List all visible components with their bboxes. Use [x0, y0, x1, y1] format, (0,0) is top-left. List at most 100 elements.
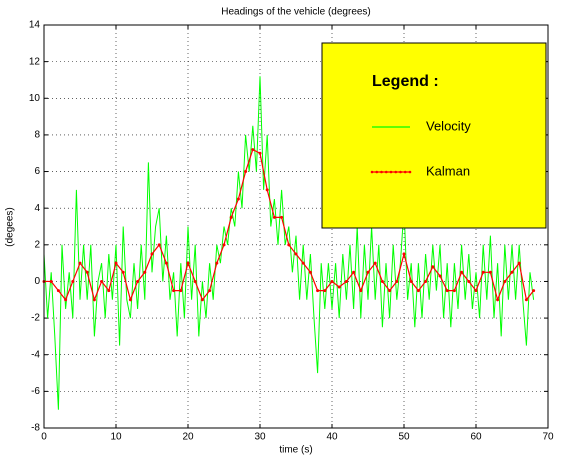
x-tick-label: 20 [182, 432, 194, 443]
marker [280, 215, 284, 219]
marker [431, 265, 435, 269]
marker [136, 279, 140, 283]
marker [71, 279, 75, 283]
marker [445, 289, 449, 293]
marker [92, 298, 96, 302]
marker [359, 289, 363, 293]
y-tick-label: 10 [29, 93, 41, 104]
marker [366, 270, 370, 274]
legend-marker [375, 170, 379, 174]
y-tick-label: 12 [29, 56, 41, 67]
y-tick-label: 6 [34, 166, 40, 177]
marker [107, 289, 111, 293]
legend-marker [394, 170, 398, 174]
legend-label: Velocity [426, 118, 471, 133]
y-tick-label: -4 [31, 349, 40, 360]
marker [179, 289, 183, 293]
marker [164, 261, 168, 265]
marker [85, 270, 89, 274]
x-tick-label: 0 [41, 432, 47, 443]
marker [388, 289, 392, 293]
legend-marker [408, 170, 412, 174]
x-tick-label: 60 [470, 432, 482, 443]
x-tick-label: 10 [110, 432, 122, 443]
marker [438, 274, 442, 278]
legend-marker [399, 170, 402, 174]
marker [301, 261, 305, 265]
marker [78, 261, 82, 265]
marker [532, 289, 536, 293]
marker [244, 170, 248, 174]
marker [524, 298, 528, 302]
y-tick-label: -8 [31, 423, 40, 434]
marker [344, 279, 348, 283]
marker [272, 215, 276, 219]
legend-marker [389, 170, 393, 174]
marker [467, 279, 471, 283]
marker [424, 279, 428, 283]
marker [172, 289, 176, 293]
marker [287, 243, 291, 247]
y-tick-label: 8 [34, 130, 40, 141]
marker [128, 298, 132, 302]
marker [208, 289, 212, 293]
marker [193, 279, 197, 283]
marker [229, 215, 233, 219]
marker [222, 243, 226, 247]
legend-label: Kalman [426, 163, 470, 178]
marker [121, 270, 125, 274]
x-axis-label: time (s) [279, 445, 312, 456]
marker [460, 270, 464, 274]
x-tick-label: 30 [254, 432, 266, 443]
marker [316, 289, 320, 293]
y-tick-label: -2 [31, 313, 40, 324]
marker [100, 279, 104, 283]
y-tick-label: 0 [34, 276, 40, 287]
marker [416, 289, 420, 293]
marker [157, 243, 161, 247]
marker [294, 252, 298, 256]
y-tick-label: 2 [34, 239, 40, 250]
marker [474, 289, 478, 293]
marker [330, 279, 334, 283]
legend-box [321, 42, 547, 229]
marker [114, 261, 118, 265]
plot-frame [43, 24, 549, 429]
y-tick-label: -6 [31, 386, 40, 397]
marker [452, 289, 456, 293]
x-tick-label: 50 [398, 432, 410, 443]
marker [481, 270, 485, 274]
y-tick-label: 14 [29, 20, 41, 31]
x-tick-label: 40 [326, 432, 338, 443]
marker [380, 279, 384, 283]
marker [236, 197, 240, 201]
marker [503, 279, 507, 283]
marker [150, 252, 154, 256]
marker [510, 270, 514, 274]
marker [517, 261, 521, 265]
marker [143, 270, 147, 274]
x-tick-label: 70 [542, 432, 554, 443]
legend-marker [380, 170, 383, 174]
marker [395, 279, 399, 283]
marker [186, 261, 190, 265]
marker [409, 279, 413, 283]
chart-title: Headings of the vehicle (degrees) [221, 7, 371, 18]
legend-title: Legend : [372, 73, 439, 90]
marker [215, 261, 219, 265]
marker [373, 261, 377, 265]
marker [488, 270, 492, 274]
marker [308, 270, 312, 274]
marker [49, 279, 53, 283]
marker [337, 285, 341, 289]
marker [258, 151, 262, 155]
marker [64, 298, 68, 302]
marker [56, 289, 60, 293]
marker [323, 289, 327, 293]
legend-marker [384, 170, 388, 174]
marker [200, 298, 204, 302]
series-line [43, 76, 535, 410]
marker [496, 298, 500, 302]
marker [402, 252, 406, 256]
